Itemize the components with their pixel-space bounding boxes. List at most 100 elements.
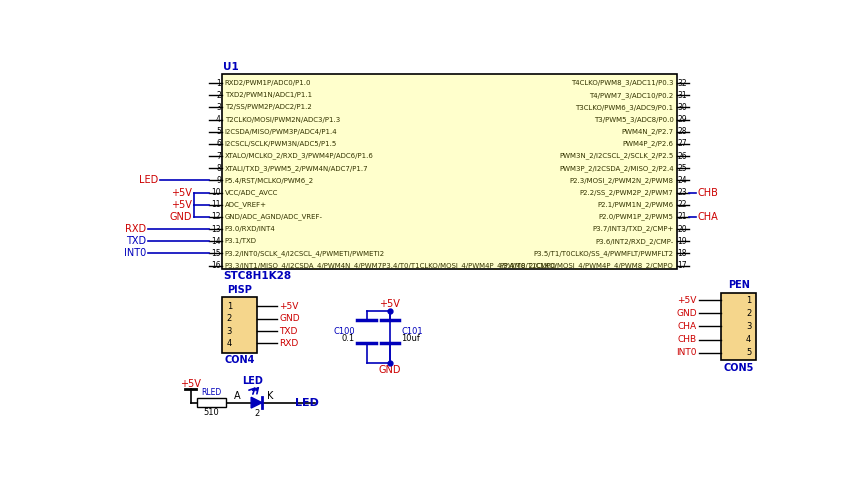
Text: 22: 22 bbox=[677, 200, 687, 209]
Text: I2CSCL/SCLK/PWM3N/ADC5/P1.5: I2CSCL/SCLK/PWM3N/ADC5/P1.5 bbox=[225, 141, 337, 147]
Text: P3.2/INT0/SCLK_4/I2CSCL_4/PWMETI/PWMETI2: P3.2/INT0/SCLK_4/I2CSCL_4/PWMETI/PWMETI2 bbox=[225, 250, 385, 257]
Text: PWM4N_2/P2.7: PWM4N_2/P2.7 bbox=[621, 128, 674, 135]
Text: P2.0/PWM1P_2/PWM5: P2.0/PWM1P_2/PWM5 bbox=[598, 214, 674, 220]
Text: RXD: RXD bbox=[279, 339, 298, 348]
Text: K: K bbox=[267, 391, 273, 401]
Text: RXD2/PWM1P/ADC0/P1.0: RXD2/PWM1P/ADC0/P1.0 bbox=[225, 80, 312, 86]
Text: +5V: +5V bbox=[181, 379, 201, 389]
Text: T4/PWM7_3/ADC10/P0.2: T4/PWM7_3/ADC10/P0.2 bbox=[589, 92, 674, 98]
Text: LED: LED bbox=[295, 398, 319, 407]
Text: 4: 4 bbox=[227, 339, 232, 348]
Text: P3.0/RXD/INT4: P3.0/RXD/INT4 bbox=[225, 226, 276, 232]
Text: 31: 31 bbox=[677, 91, 687, 100]
Text: P5.4/RST/MCLKO/PWM6_2: P5.4/RST/MCLKO/PWM6_2 bbox=[225, 177, 314, 184]
Text: 21: 21 bbox=[677, 212, 687, 222]
Text: 10: 10 bbox=[211, 188, 221, 197]
Text: 3: 3 bbox=[216, 103, 221, 112]
Text: GND/ADC_AGND/ADC_VREF-: GND/ADC_AGND/ADC_VREF- bbox=[225, 214, 323, 220]
Text: 2: 2 bbox=[254, 409, 259, 418]
Text: 7: 7 bbox=[216, 152, 221, 160]
Text: 5: 5 bbox=[216, 128, 221, 136]
Text: 19: 19 bbox=[677, 237, 687, 246]
Text: PWM3P_2/I2CSDA_2/MISO_2/P2.4: PWM3P_2/I2CSDA_2/MISO_2/P2.4 bbox=[559, 165, 674, 172]
Text: 14: 14 bbox=[211, 237, 221, 246]
Text: P3.3/INT1/MISO_4/I2CSDA_4/PWM4N_4/PWM7P3.4/T0/T1CLKO/MOSI_4/PWM4P_4/PWM8_2/CMPO: P3.3/INT1/MISO_4/I2CSDA_4/PWM4N_4/PWM7P3… bbox=[225, 262, 556, 269]
Text: GND: GND bbox=[676, 309, 697, 318]
Text: CON5: CON5 bbox=[723, 362, 754, 372]
Text: T2/SS/PWM2P/ADC2/P1.2: T2/SS/PWM2P/ADC2/P1.2 bbox=[225, 104, 312, 110]
Text: 12: 12 bbox=[211, 212, 221, 222]
Text: 10uf: 10uf bbox=[401, 334, 420, 343]
Text: 1: 1 bbox=[217, 78, 221, 88]
Text: +5V: +5V bbox=[379, 298, 401, 308]
Text: P3.4/T0/T1CLKO/MOSI_4/PWM4P_4/PWM8_2/CMPO: P3.4/T0/T1CLKO/MOSI_4/PWM4P_4/PWM8_2/CMP… bbox=[500, 262, 674, 269]
Text: INT0: INT0 bbox=[124, 248, 146, 258]
Text: A: A bbox=[234, 391, 241, 401]
Text: INT0: INT0 bbox=[676, 348, 697, 357]
Text: TXD: TXD bbox=[279, 326, 297, 336]
Text: 24: 24 bbox=[677, 176, 687, 185]
Text: CON4: CON4 bbox=[224, 355, 255, 365]
Text: T4CLKO/PWM8_3/ADC11/P0.3: T4CLKO/PWM8_3/ADC11/P0.3 bbox=[571, 80, 674, 86]
Text: CHA: CHA bbox=[698, 212, 718, 222]
Text: C101: C101 bbox=[401, 328, 423, 336]
Text: +5V: +5V bbox=[279, 302, 299, 311]
Text: 26: 26 bbox=[677, 152, 687, 160]
Text: 15: 15 bbox=[211, 249, 221, 258]
Text: 23: 23 bbox=[677, 188, 687, 197]
Text: 8: 8 bbox=[217, 164, 221, 173]
Text: 2: 2 bbox=[217, 91, 221, 100]
Text: P3.1/TXD: P3.1/TXD bbox=[225, 238, 257, 244]
Text: 4: 4 bbox=[746, 335, 752, 344]
Text: LED: LED bbox=[242, 376, 263, 386]
Text: P3.6/INT2/RXD_2/CMP-: P3.6/INT2/RXD_2/CMP- bbox=[595, 238, 674, 244]
Bar bbox=[222, 74, 676, 270]
Text: XTALI/TXD_3/PWM5_2/PWM4N/ADC7/P1.7: XTALI/TXD_3/PWM5_2/PWM4N/ADC7/P1.7 bbox=[225, 165, 368, 172]
Text: VCC/ADC_AVCC: VCC/ADC_AVCC bbox=[225, 189, 278, 196]
Text: +5V: +5V bbox=[171, 200, 193, 210]
Text: T2CLKO/MOSI/PWM2N/ADC3/P1.3: T2CLKO/MOSI/PWM2N/ADC3/P1.3 bbox=[225, 116, 340, 122]
Text: ADC_VREF+: ADC_VREF+ bbox=[225, 202, 267, 208]
Text: 1: 1 bbox=[227, 302, 232, 311]
Text: GND: GND bbox=[378, 365, 401, 375]
Text: 29: 29 bbox=[677, 115, 687, 124]
Text: P2.3/MOSI_2/PWM2N_2/PWM8: P2.3/MOSI_2/PWM2N_2/PWM8 bbox=[569, 177, 674, 184]
Text: 25: 25 bbox=[677, 164, 687, 173]
Text: 30: 30 bbox=[677, 103, 687, 112]
Text: PISP: PISP bbox=[227, 285, 252, 295]
Text: +5V: +5V bbox=[171, 188, 193, 198]
Text: CHB: CHB bbox=[698, 188, 718, 198]
Text: T3/PWM5_3/ADC8/P0.0: T3/PWM5_3/ADC8/P0.0 bbox=[594, 116, 674, 123]
Text: P2.1/PWM1N_2/PWM6: P2.1/PWM1N_2/PWM6 bbox=[597, 202, 674, 208]
Text: P2.2/SS_2/PWM2P_2/PWM7: P2.2/SS_2/PWM2P_2/PWM7 bbox=[580, 189, 674, 196]
Text: RXD: RXD bbox=[125, 224, 146, 234]
Polygon shape bbox=[251, 398, 262, 408]
Text: 17: 17 bbox=[677, 261, 687, 270]
Text: TXD2/PWM1N/ADC1/P1.1: TXD2/PWM1N/ADC1/P1.1 bbox=[225, 92, 312, 98]
Text: RLED: RLED bbox=[201, 388, 222, 397]
Text: 11: 11 bbox=[211, 200, 221, 209]
Text: +5V: +5V bbox=[677, 296, 697, 304]
Text: T3CLKO/PWM6_3/ADC9/P0.1: T3CLKO/PWM6_3/ADC9/P0.1 bbox=[575, 104, 674, 111]
Text: 27: 27 bbox=[677, 140, 687, 148]
Text: PEN: PEN bbox=[728, 280, 750, 290]
Text: 20: 20 bbox=[677, 224, 687, 234]
Text: 18: 18 bbox=[677, 249, 687, 258]
Text: C100: C100 bbox=[333, 328, 355, 336]
Text: 3: 3 bbox=[227, 326, 232, 336]
Text: 16: 16 bbox=[211, 261, 221, 270]
Text: P3.5/T1/T0CLKO/SS_4/PWMFLT/PWMFLT2: P3.5/T1/T0CLKO/SS_4/PWMFLT/PWMFLT2 bbox=[533, 250, 674, 257]
Text: STC8H1K28: STC8H1K28 bbox=[223, 271, 291, 281]
Text: U1: U1 bbox=[223, 62, 239, 72]
Bar bbox=[197, 398, 226, 407]
Text: XTALO/MCLKO_2/RXD_3/PWM4P/ADC6/P1.6: XTALO/MCLKO_2/RXD_3/PWM4P/ADC6/P1.6 bbox=[225, 152, 374, 160]
Text: GND: GND bbox=[169, 212, 193, 222]
Text: 0.1: 0.1 bbox=[342, 334, 355, 343]
Text: 510: 510 bbox=[204, 408, 219, 416]
Text: PWM4P_2/P2.6: PWM4P_2/P2.6 bbox=[622, 140, 674, 147]
Text: 3: 3 bbox=[746, 322, 752, 331]
Text: 1: 1 bbox=[746, 296, 752, 304]
Text: 4: 4 bbox=[216, 115, 221, 124]
Text: GND: GND bbox=[279, 314, 300, 323]
Bar bbox=[222, 297, 258, 352]
